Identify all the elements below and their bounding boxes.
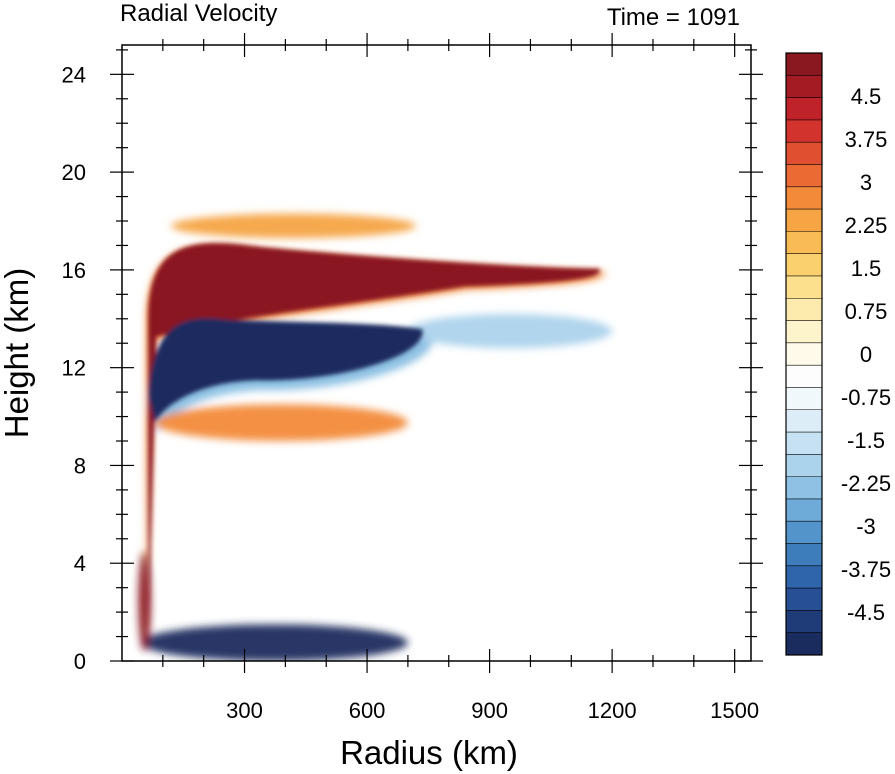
colorbar-swatch <box>786 53 822 76</box>
y-tick-label: 0 <box>74 649 86 674</box>
colorbar-swatch <box>786 298 822 321</box>
y-tick-label: 8 <box>74 453 86 478</box>
colorbar-swatch <box>786 186 822 210</box>
x-tick-labels: 300 600 900 1200 1500 <box>226 698 759 723</box>
colorbar-swatch <box>786 142 822 165</box>
colorbar-label: -4.5 <box>847 600 885 625</box>
colorbar-swatch <box>786 432 822 455</box>
colorbar-label: 2.25 <box>845 213 888 238</box>
chart-subtitle: Time = 1091 <box>607 4 740 31</box>
colorbar-label: -3.75 <box>841 557 891 582</box>
colorbar-swatch <box>786 275 822 299</box>
colorbar-swatch <box>786 476 822 500</box>
colorbar-swatch <box>786 342 822 366</box>
colorbar-swatch <box>786 231 822 255</box>
axis-ticks <box>110 33 763 673</box>
colorbar-swatch <box>786 75 822 98</box>
colorbar-swatch <box>786 164 822 188</box>
colorbar-swatch <box>786 565 822 589</box>
colorbar-label: 4.5 <box>851 84 882 109</box>
colorbar-label: -2.25 <box>841 471 891 496</box>
colorbar-swatch <box>786 610 822 634</box>
colorbar-swatch <box>786 97 822 121</box>
colorbar <box>785 52 823 656</box>
colorbar-frame <box>785 52 823 656</box>
x-tick-label: 600 <box>349 698 386 723</box>
y-tick-label: 4 <box>74 551 86 576</box>
colorbar-swatch <box>786 320 822 344</box>
x-tick-label: 1500 <box>710 698 759 723</box>
colorbar-swatch <box>786 387 822 411</box>
colorbar-swatch <box>786 498 822 522</box>
colorbar-swatch <box>786 454 822 478</box>
x-tick-label: 900 <box>471 698 508 723</box>
colorbar-swatch <box>786 409 822 433</box>
y-tick-label: 12 <box>62 356 86 381</box>
colorbar-label: -3 <box>856 514 876 539</box>
y-tick-label: 16 <box>62 258 86 283</box>
colorbar-swatch <box>786 119 822 143</box>
colorbar-label: 0 <box>860 342 872 367</box>
y-tick-label: 24 <box>62 62 86 87</box>
colorbar-label: -0.75 <box>841 385 891 410</box>
colorbar-label: 0.75 <box>845 299 888 324</box>
colorbar-tick-labels: 4.5 3.75 3 2.25 1.5 0.75 0 -0.75 -1.5 -2.25 -3 -3.7… <box>841 84 891 625</box>
colorbar-swatch <box>786 365 822 388</box>
velocity-field <box>138 213 613 661</box>
chart-title: Radial Velocity <box>120 0 277 27</box>
plot-area <box>121 44 752 662</box>
colorbar-swatch <box>786 209 822 232</box>
x-tick-label: 300 <box>226 698 263 723</box>
colorbar-label: 3 <box>860 170 872 195</box>
y-tick-labels: 0 4 8 12 16 20 24 <box>62 62 86 674</box>
y-tick-label: 20 <box>62 160 86 185</box>
x-axis-label: Radius (km) <box>340 734 518 771</box>
colorbar-swatch <box>786 253 822 277</box>
x-tick-label: 1200 <box>588 698 637 723</box>
colorbar-swatch <box>786 543 822 567</box>
y-axis-label: Height (km) <box>0 268 35 439</box>
colorbar-label: 3.75 <box>845 127 888 152</box>
colorbar-swatch <box>786 588 822 611</box>
colorbar-swatch <box>786 521 822 544</box>
plot-frame <box>121 44 752 662</box>
colorbar-swatch <box>786 632 822 656</box>
colorbar-label: -1.5 <box>847 428 885 453</box>
colorbar-label: 1.5 <box>851 256 882 281</box>
